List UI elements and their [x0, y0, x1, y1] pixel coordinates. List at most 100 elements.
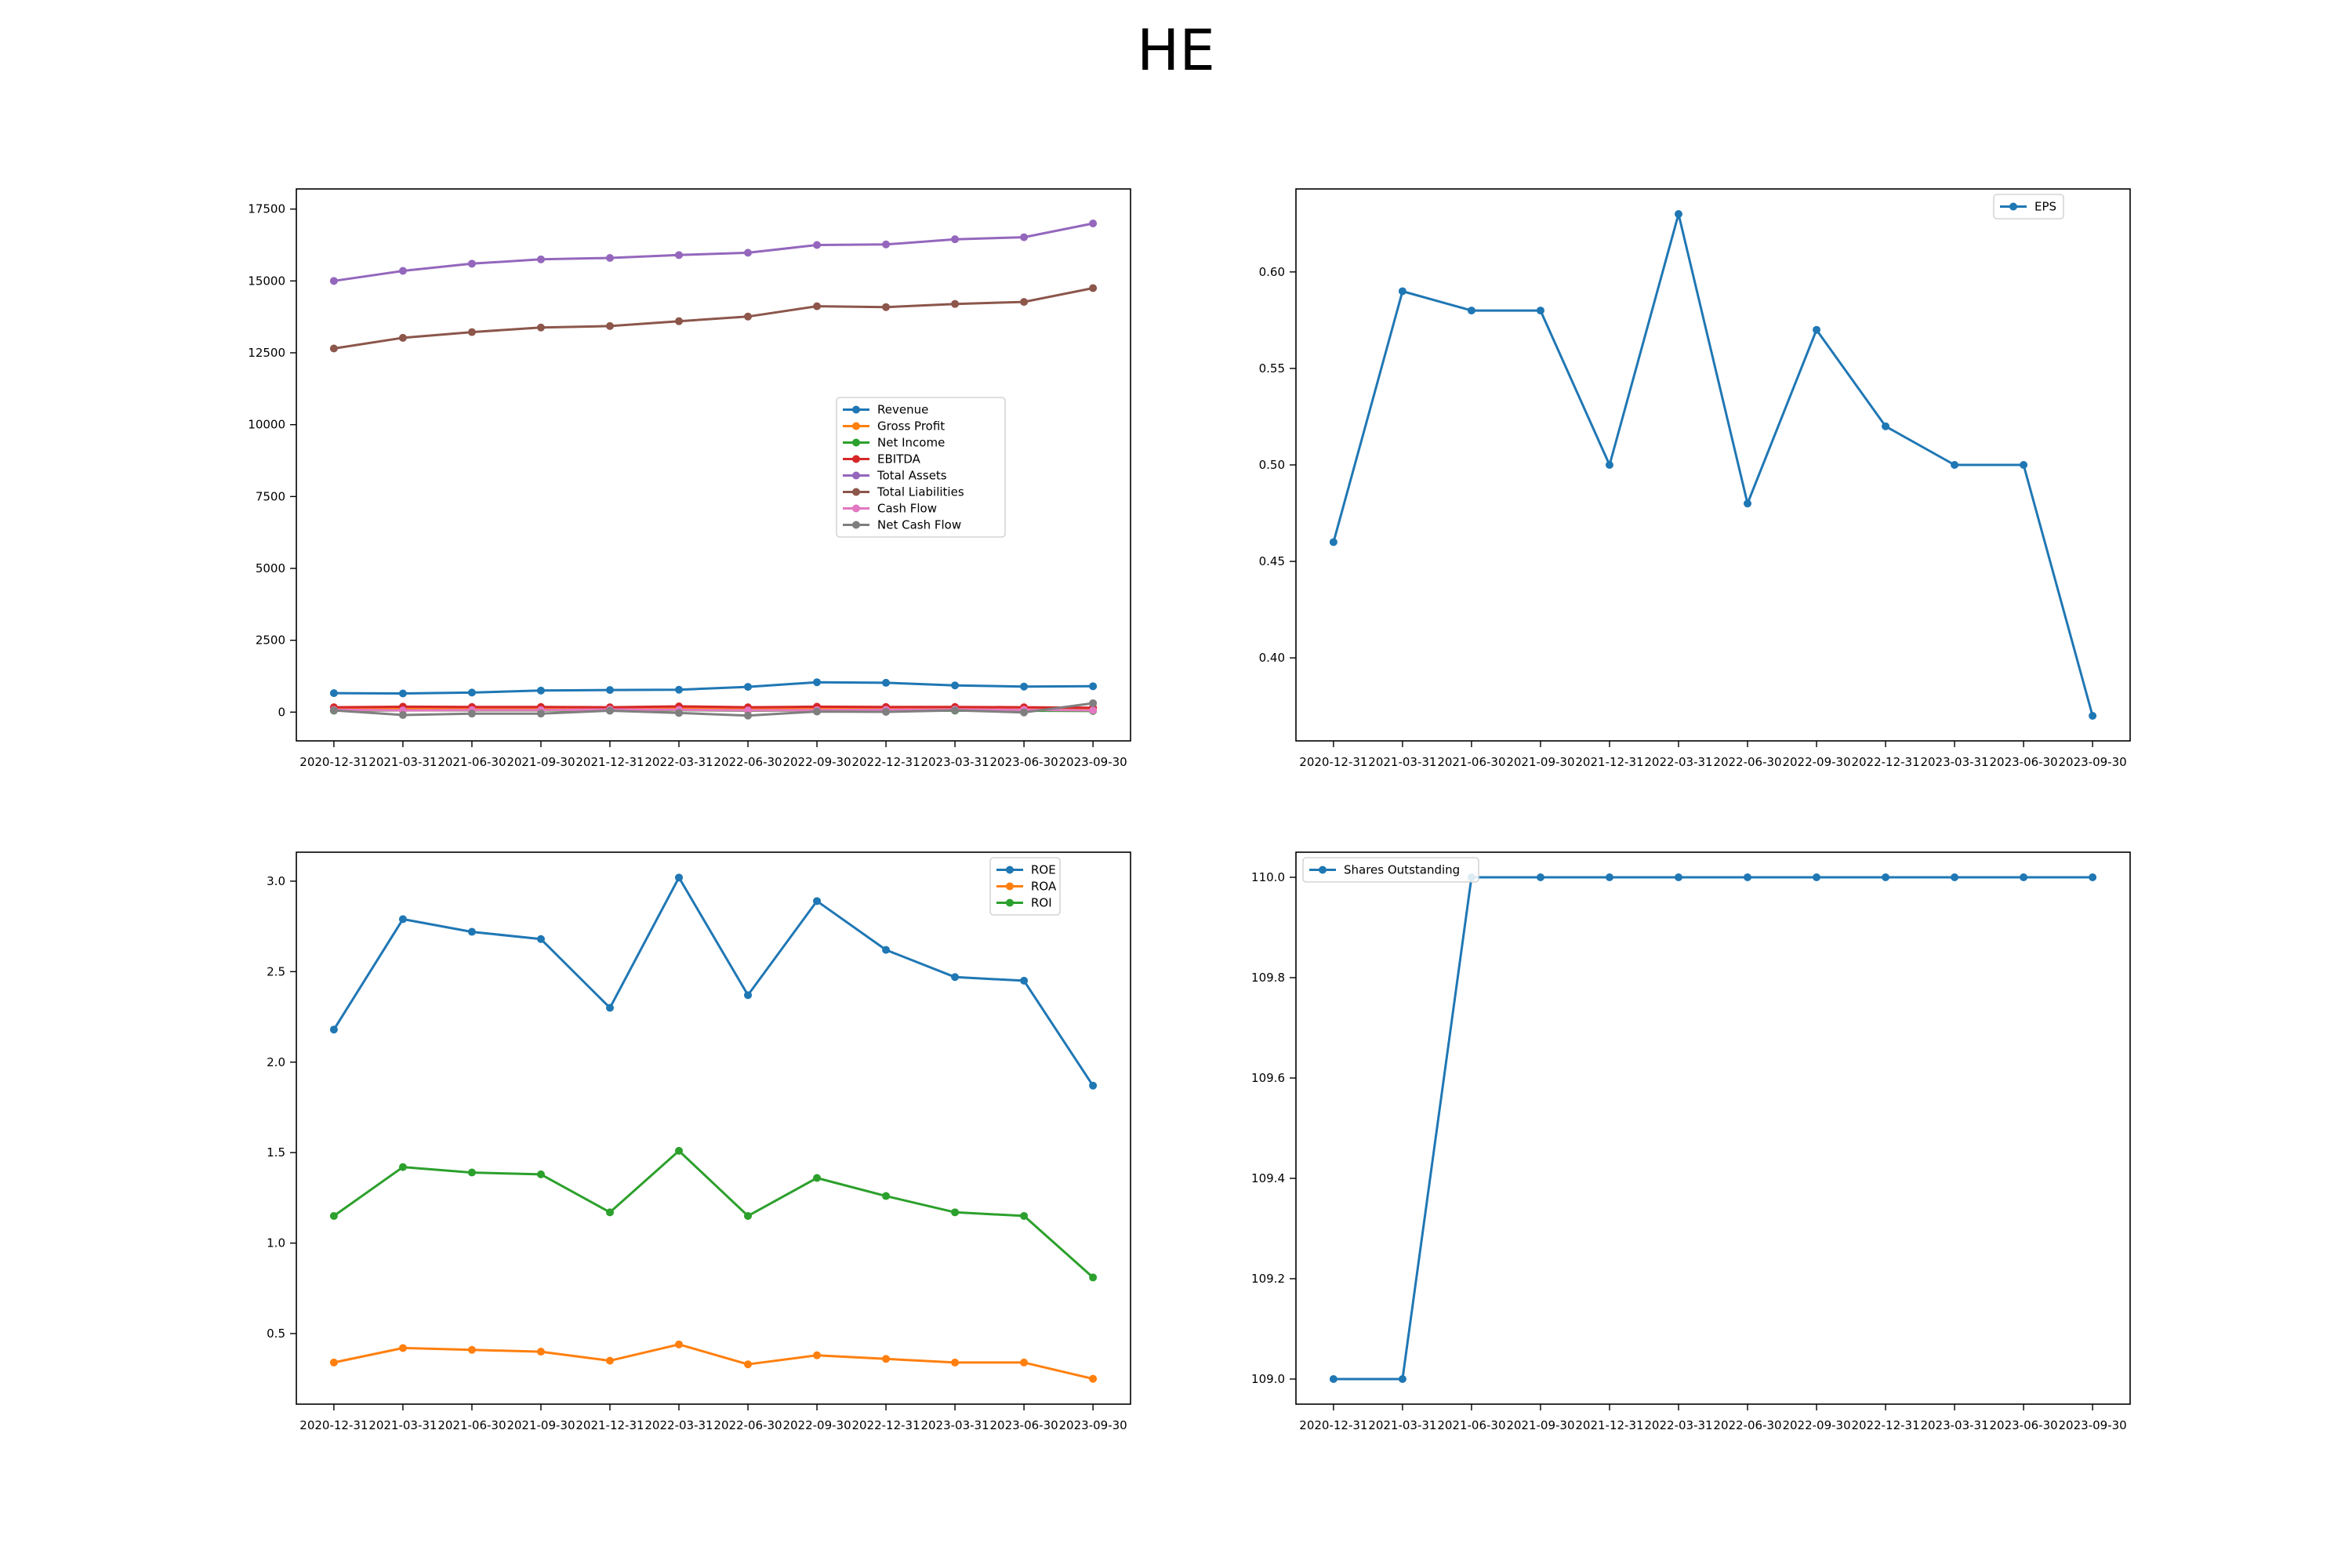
data-point [536, 710, 545, 718]
data-point [329, 277, 338, 285]
data-point [398, 1344, 407, 1352]
y-tick-label: 15000 [248, 274, 285, 288]
y-tick-label: 2500 [256, 633, 285, 648]
series-line [1333, 876, 2093, 1381]
data-point [329, 1025, 338, 1034]
data-point [1398, 287, 1406, 296]
y-tick-label: 5000 [256, 561, 285, 575]
data-point [1020, 1358, 1029, 1367]
data-point [882, 946, 891, 954]
series-line [333, 705, 1094, 710]
data-point [605, 254, 614, 262]
x-tick-label: 2023-09-30 [1059, 755, 1127, 769]
data-point [1744, 499, 1752, 508]
y-tick-label: 109.0 [1251, 1372, 1285, 1386]
data-point [1744, 873, 1752, 881]
data-point [813, 707, 822, 716]
data-point [1020, 233, 1029, 241]
data-point [813, 1174, 822, 1182]
data-point [1020, 682, 1029, 691]
data-point [674, 251, 683, 260]
data-point [744, 1211, 753, 1220]
data-point [882, 1355, 891, 1363]
legend-box [836, 397, 1006, 538]
legend-label: ROI [1031, 896, 1052, 910]
data-point [951, 1358, 960, 1367]
y-tick-label: 0.5 [267, 1327, 285, 1341]
y-tick-label: 110.0 [1251, 870, 1285, 884]
data-point [1089, 1081, 1098, 1090]
y-tick-label: 0 [278, 705, 285, 719]
x-tick-label: 2022-09-30 [782, 1418, 851, 1432]
legend-label: Net Cash Flow [877, 518, 961, 532]
legend-marker [852, 422, 860, 430]
data-point [882, 678, 891, 687]
data-point [467, 1168, 476, 1177]
series-line [333, 222, 1094, 282]
legend: ROE ROA ROI [989, 857, 1061, 916]
x-tick-label: 2022-12-31 [1851, 1418, 1919, 1432]
x-tick-label: 2022-06-30 [1713, 755, 1781, 769]
data-point [744, 312, 753, 321]
y-tick-label: 2.0 [267, 1055, 285, 1069]
x-tick-label: 2020-12-31 [1299, 755, 1367, 769]
series-eps [1329, 210, 2097, 720]
data-point [674, 709, 683, 717]
data-point [467, 688, 476, 697]
data-point [674, 1146, 683, 1155]
data-point [398, 1163, 407, 1171]
data-point [467, 328, 476, 336]
data-point [1813, 873, 1821, 881]
data-point [467, 1345, 476, 1354]
legend-label: Net Income [877, 436, 945, 450]
data-point [744, 683, 753, 691]
legend-marker [1006, 898, 1014, 907]
x-tick-label: 2023-06-30 [1990, 755, 2058, 769]
data-point [1089, 1273, 1098, 1282]
x-tick-label: 2021-03-31 [368, 755, 437, 769]
legend-marker [852, 405, 860, 414]
legend-marker [852, 521, 860, 529]
series-line [333, 1343, 1094, 1381]
x-tick-label: 2023-09-30 [1059, 1418, 1127, 1432]
x-tick-label: 2022-09-30 [1782, 1418, 1850, 1432]
data-point [2089, 873, 2097, 881]
chart-1: 2020-12-31 2021-03-31 2021-06-30 2021-09-30… [248, 188, 1131, 769]
series-shares-outstanding [1329, 873, 2097, 1383]
legend-marker [852, 471, 860, 480]
x-tick-label: 2021-06-30 [437, 755, 506, 769]
figure-title: HE [1137, 17, 1215, 83]
data-point [1536, 307, 1544, 315]
data-point [329, 1358, 338, 1367]
x-tick-label: 2022-06-30 [713, 1418, 782, 1432]
legend-label: Revenue [877, 403, 928, 417]
data-point [1813, 325, 1821, 334]
data-point [1882, 873, 1890, 881]
legend-label: Total Liabilities [877, 485, 964, 499]
series-revenue [329, 678, 1098, 698]
x-tick-label: 2023-06-30 [1990, 1418, 2058, 1432]
legend-marker [1006, 882, 1014, 891]
data-point [882, 240, 891, 249]
x-tick-label: 2022-09-30 [1782, 755, 1850, 769]
legend: Revenue Gross Profit Net Income EBITDA Total… [836, 397, 1006, 538]
legend-label: Total Assets [877, 469, 947, 483]
data-point [1536, 873, 1544, 881]
x-tick-label: 2022-12-31 [851, 755, 920, 769]
data-point [605, 1356, 614, 1365]
x-tick-label: 2021-03-31 [368, 1418, 437, 1432]
series-line [333, 681, 1094, 695]
data-point [1089, 284, 1098, 292]
x-tick-label: 2021-09-30 [1506, 755, 1574, 769]
data-point [1398, 1375, 1406, 1383]
plot-frame [296, 851, 1131, 1405]
data-point [536, 255, 545, 263]
y-tick-label: 0.50 [1259, 458, 1285, 472]
data-point [605, 1208, 614, 1217]
legend-label: Shares Outstanding [1344, 863, 1460, 877]
series-line [333, 287, 1094, 350]
legend-label: ROA [1031, 880, 1057, 894]
y-tick-label: 0.45 [1259, 554, 1285, 568]
data-point [813, 241, 822, 249]
data-point [536, 1170, 545, 1178]
